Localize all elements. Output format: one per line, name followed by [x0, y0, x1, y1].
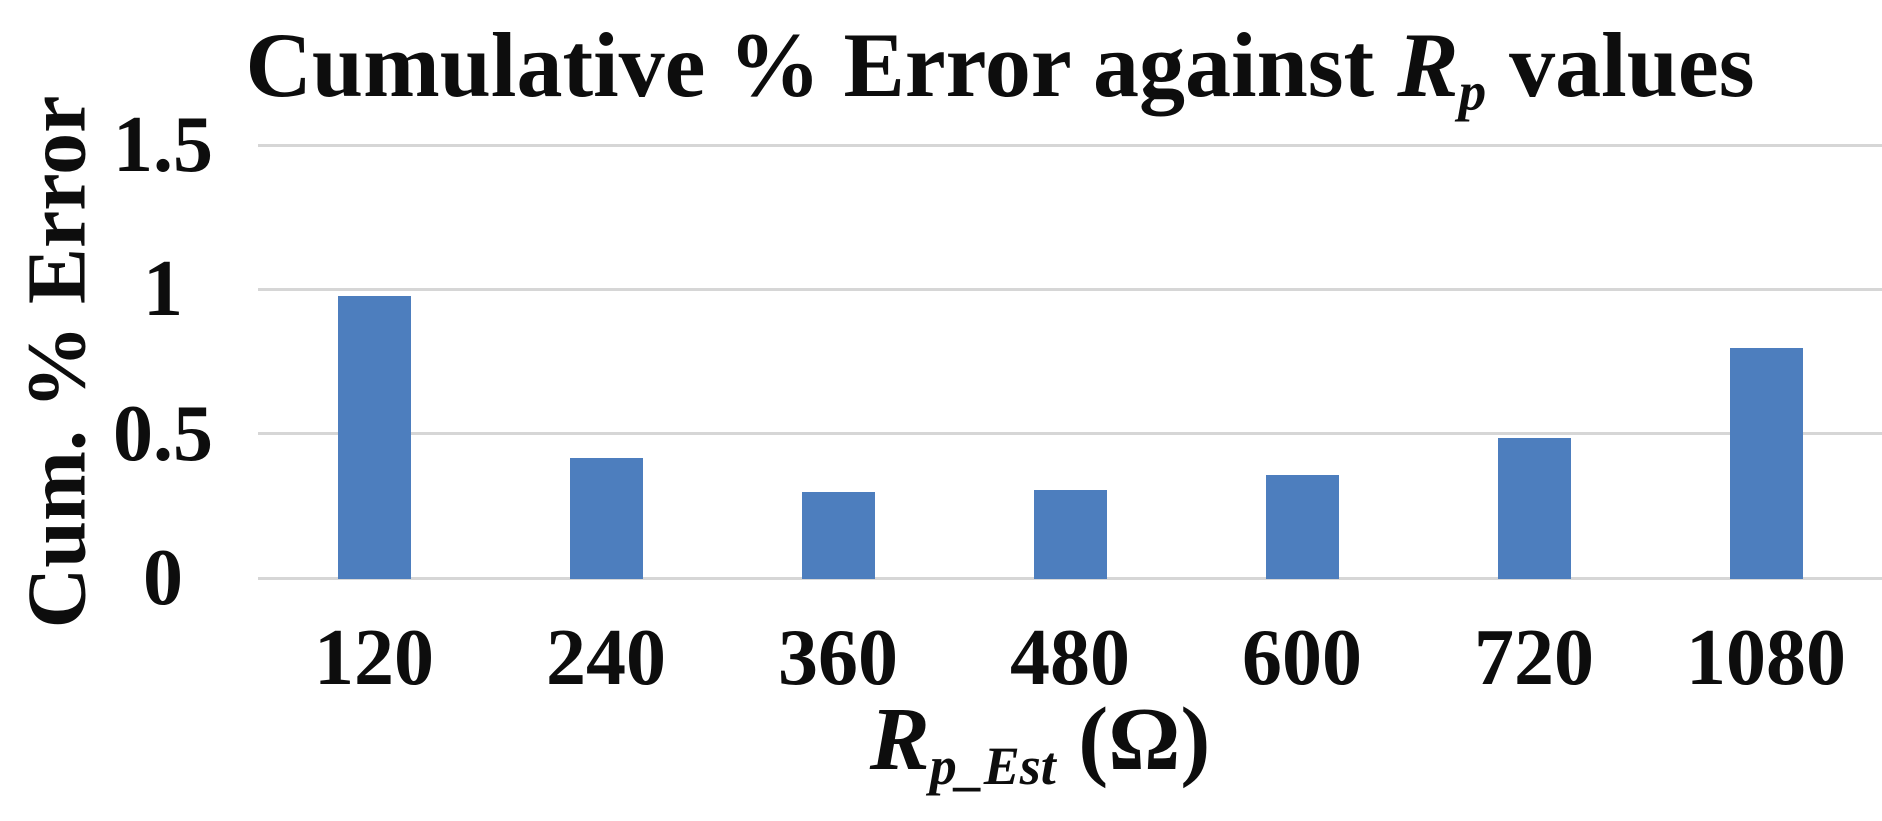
y-tick-label: 0 [143, 534, 183, 622]
x-tick-label: 120 [314, 614, 434, 702]
bar-240 [569, 457, 643, 579]
gridline [258, 143, 1882, 147]
chart-title: Cumulative % Error against Rp values [118, 10, 1882, 147]
y-tick-label: 1 [143, 245, 183, 334]
x-tick-label: 480 [1010, 614, 1130, 702]
chart-title-subscript: p [1458, 60, 1487, 122]
bar-1080 [1729, 348, 1803, 579]
gridline [258, 287, 1882, 291]
bar-720 [1497, 437, 1571, 579]
y-tick-label: 1.5 [113, 101, 213, 189]
y-tick-label: 0.5 [113, 389, 213, 478]
gridline [258, 432, 1882, 436]
bar-480 [1033, 489, 1107, 579]
chart-title-suffix: values [1486, 14, 1755, 116]
chart-title-variable: R [1397, 14, 1459, 116]
x-tick-label: 240 [546, 614, 666, 702]
x-axis-label-subscript: p_Est [929, 736, 1056, 797]
x-tick-label: 720 [1474, 614, 1594, 702]
bar-360 [801, 492, 875, 579]
x-tick-label: 600 [1242, 614, 1362, 702]
x-tick-label: 360 [778, 614, 898, 702]
x-axis-label-variable: R [869, 690, 930, 789]
chart-title-prefix: Cumulative % Error against [245, 14, 1398, 116]
x-axis-label-unit: (Ω) [1055, 690, 1211, 789]
bar-600 [1265, 475, 1339, 579]
x-axis-label: Rp_Est (Ω) [870, 685, 1211, 821]
x-tick-label: 1080 [1686, 614, 1846, 702]
plot-area [258, 143, 1882, 580]
bar-120 [337, 296, 411, 579]
